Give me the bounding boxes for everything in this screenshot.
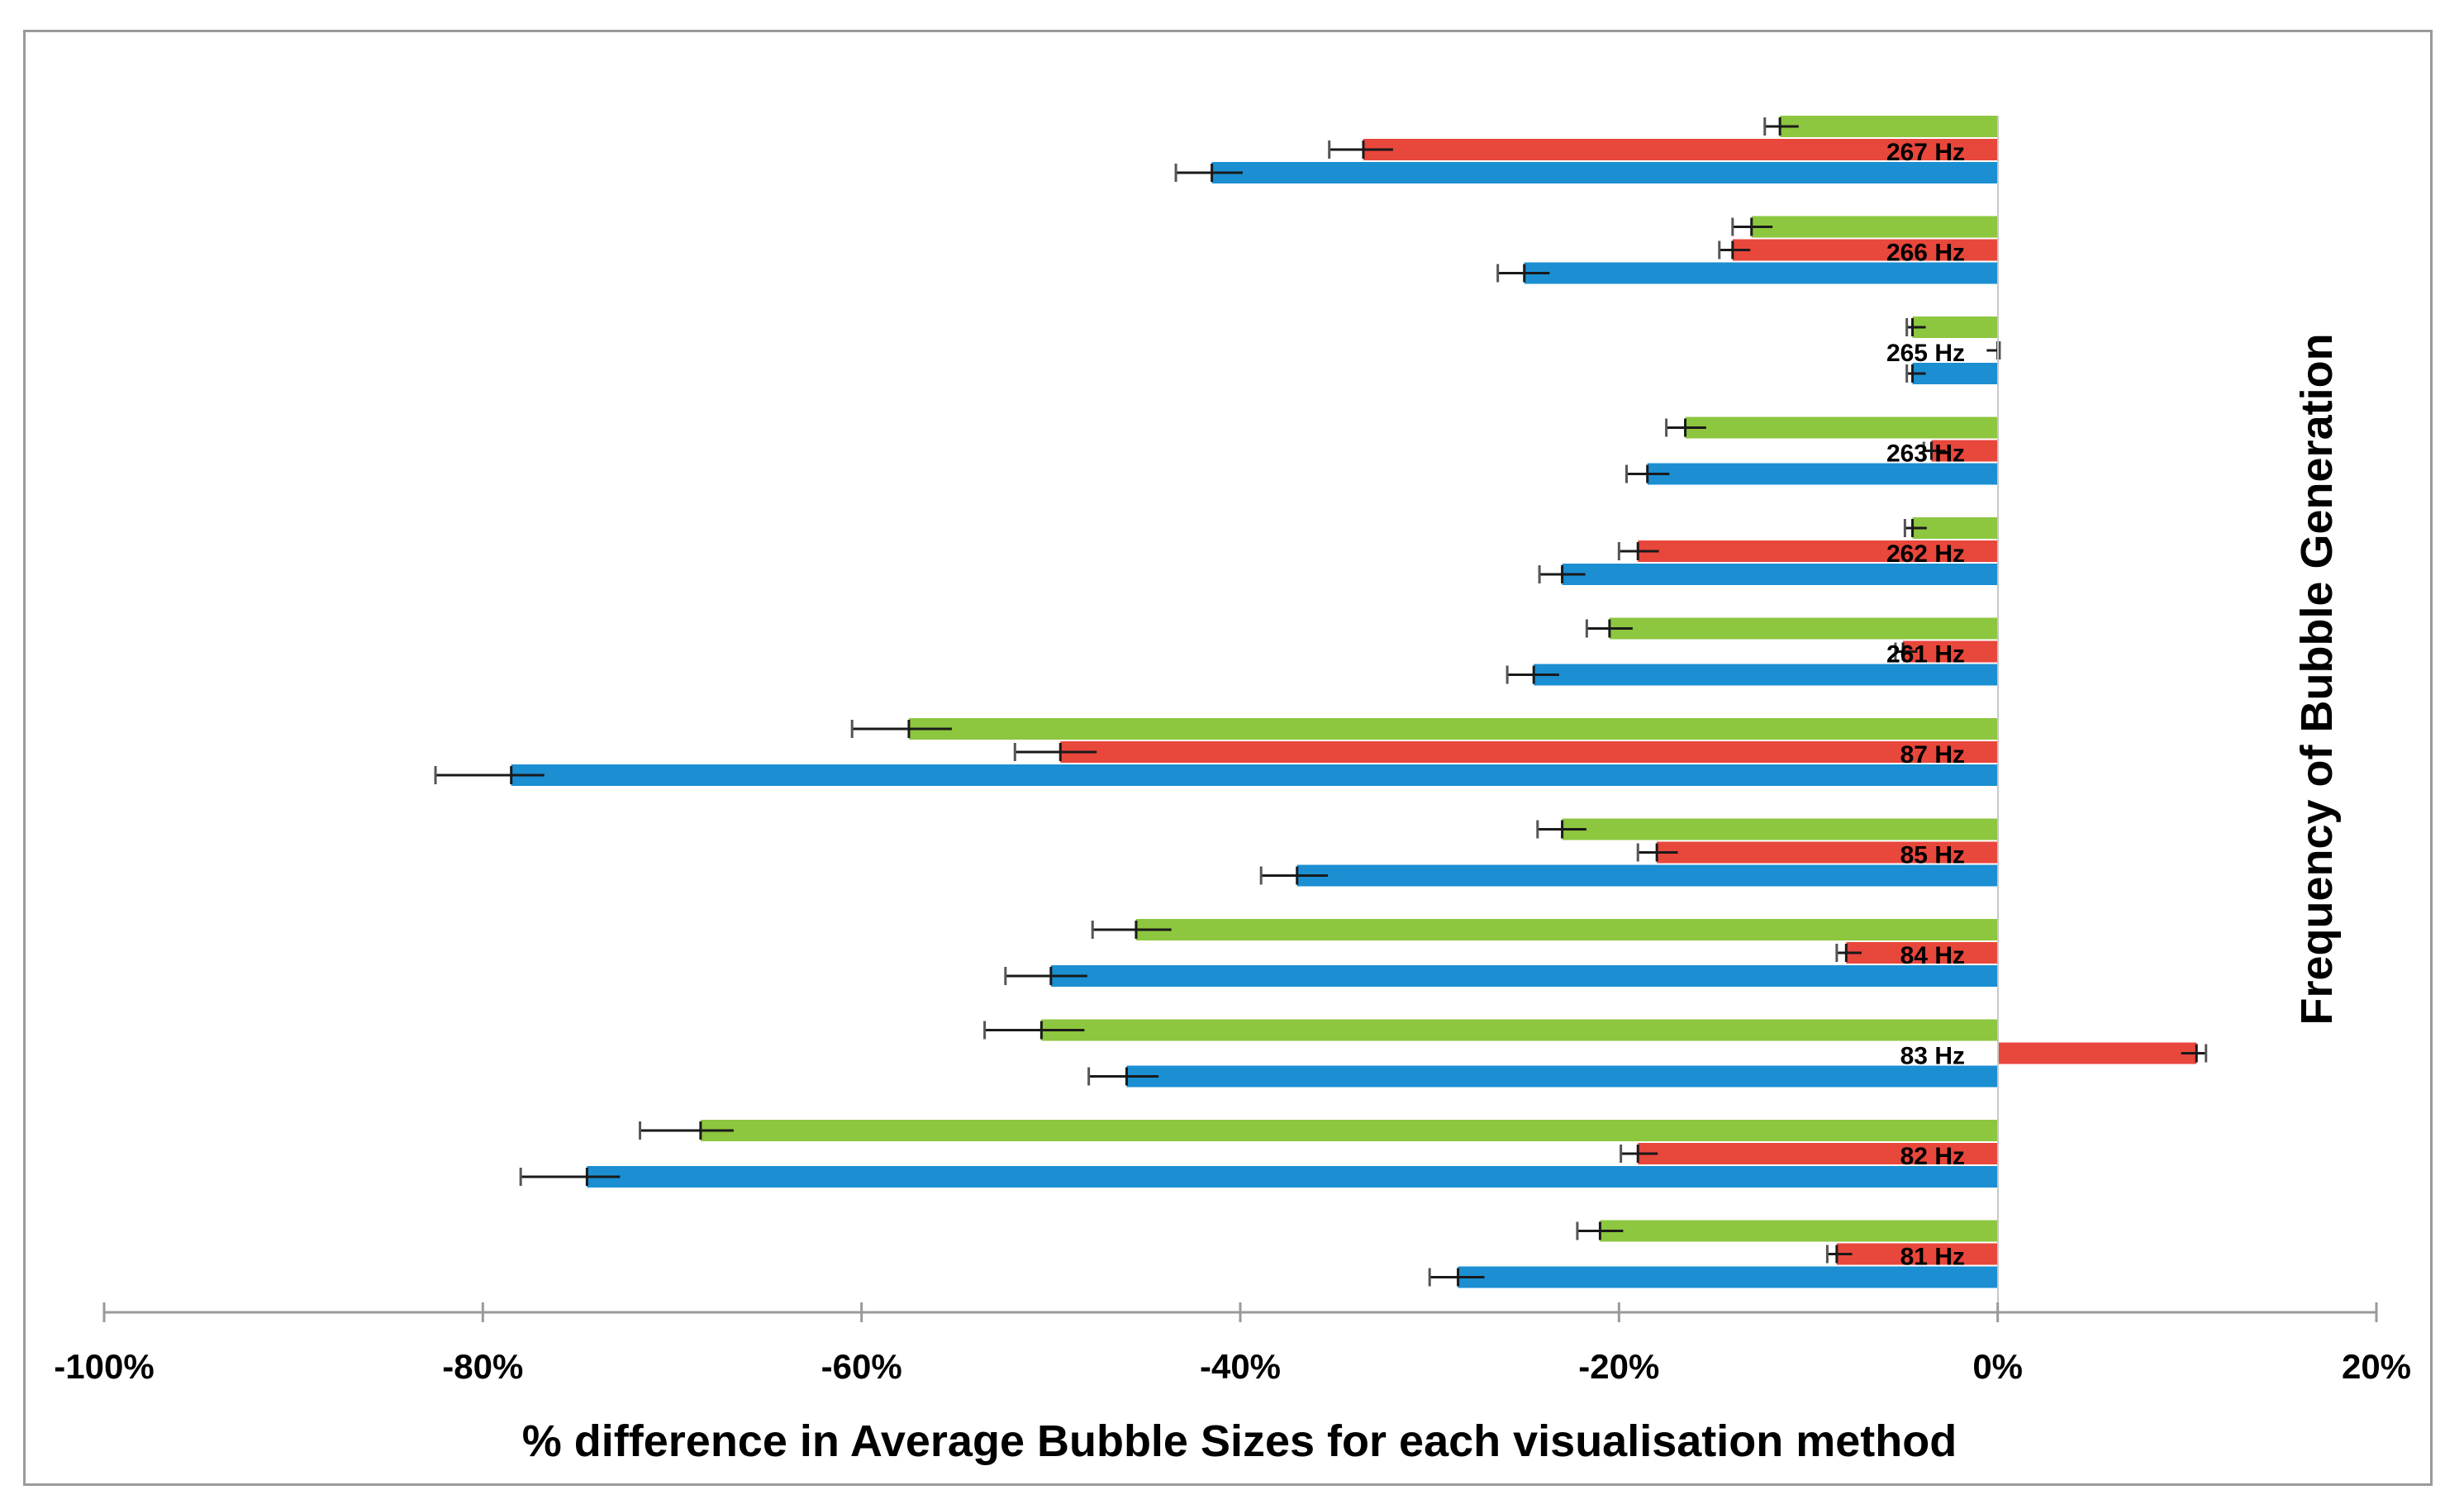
bar-red-81-hz <box>1836 1243 1998 1265</box>
x-tick-label-6: 20% <box>2342 1347 2411 1386</box>
errorbar-blue-261-hz <box>1506 665 1559 684</box>
errorbar-red-262-hz <box>1617 542 1659 560</box>
bar-red-267-hz <box>1363 139 1998 160</box>
category-label-81-hz: 81 Hz <box>1900 1244 1965 1271</box>
bar-green-81-hz <box>1600 1220 1998 1242</box>
errorbar-green-87-hz <box>850 720 952 738</box>
errorbar-red-82-hz <box>1620 1145 1658 1163</box>
x-tick-label-5: 0% <box>1972 1347 2023 1386</box>
errorbar-red-261-hz <box>1894 642 1918 661</box>
errorbar-blue-85-hz <box>1259 866 1329 885</box>
category-label-85-hz: 85 Hz <box>1900 842 1965 869</box>
errorbar-red-267-hz <box>1328 140 1393 159</box>
errorbar-red-83-hz <box>2181 1044 2208 1063</box>
errorbar-blue-83-hz <box>1087 1067 1159 1086</box>
errorbar-red-81-hz <box>1825 1245 1853 1264</box>
errorbar-green-266-hz <box>1731 217 1773 236</box>
bar-blue-82-hz <box>587 1166 1998 1188</box>
errorbar-green-261-hz <box>1585 619 1633 638</box>
bar-red-83-hz <box>1997 1042 2197 1064</box>
category-label-267-hz: 267 Hz <box>1886 139 1965 166</box>
errorbar-blue-265-hz <box>1905 364 1926 383</box>
bar-blue-267-hz <box>1211 162 1998 183</box>
category-label-87-hz: 87 Hz <box>1900 741 1965 769</box>
errorbar-red-85-hz <box>1636 843 1678 862</box>
errorbar-blue-267-hz <box>1174 164 1243 182</box>
errorbar-red-263-hz <box>1922 441 1946 460</box>
bars-layer <box>434 116 2208 1288</box>
errorbar-blue-81-hz <box>1428 1268 1485 1287</box>
x-axis-title: % difference in Average Bubble Sizes for… <box>522 1416 1957 1466</box>
bar-green-84-hz <box>1135 919 1998 940</box>
bar-blue-263-hz <box>1647 463 1998 485</box>
bar-blue-265-hz <box>1912 363 1998 384</box>
errorbar-blue-266-hz <box>1496 264 1550 283</box>
bar-green-83-hz <box>1041 1019 1998 1041</box>
category-labels: 267 Hz 266 Hz 265 Hz 263 Hz 262 Hz 261 Hz 87 H… <box>1886 139 1965 1271</box>
errorbar-green-262-hz <box>1903 519 1927 537</box>
errorbar-blue-84-hz <box>1004 967 1087 985</box>
category-label-262-hz: 262 Hz <box>1886 540 1965 568</box>
bar-blue-85-hz <box>1296 864 1998 887</box>
errorbar-blue-82-hz <box>519 1168 621 1186</box>
errorbar-green-265-hz <box>1905 318 1926 336</box>
errorbar-green-85-hz <box>1536 820 1586 839</box>
bar-red-84-hz <box>1846 942 1998 964</box>
errorbar-green-267-hz <box>1763 117 1799 136</box>
category-label-83-hz: 83 Hz <box>1900 1043 1965 1070</box>
x-tick-label-2: -60% <box>821 1347 902 1386</box>
errorbar-green-84-hz <box>1091 921 1172 939</box>
errorbar-green-83-hz <box>983 1021 1085 1040</box>
bar-red-87-hz <box>1060 741 1998 763</box>
errorbar-blue-87-hz <box>434 766 545 784</box>
bar-red-266-hz <box>1732 239 1998 261</box>
bar-green-87-hz <box>908 718 1998 740</box>
bar-green-263-hz <box>1685 417 1998 439</box>
errorbar-red-266-hz <box>1718 240 1751 259</box>
bar-blue-261-hz <box>1534 664 1998 686</box>
category-label-266-hz: 266 Hz <box>1886 240 1965 267</box>
bar-blue-84-hz <box>1050 965 1998 987</box>
errorbar-green-263-hz <box>1665 418 1706 437</box>
category-label-261-hz: 261 Hz <box>1886 641 1965 669</box>
category-label-82-hz: 82 Hz <box>1900 1143 1965 1170</box>
category-label-84-hz: 84 Hz <box>1900 942 1965 969</box>
bar-red-261-hz <box>1903 640 1998 663</box>
errorbar-red-87-hz <box>1013 743 1097 761</box>
errorbar-blue-262-hz <box>1538 565 1586 583</box>
x-tick-label-0: -100% <box>54 1347 154 1386</box>
category-label-265-hz: 265 Hz <box>1886 340 1965 367</box>
x-tick-label-1: -80% <box>442 1347 523 1386</box>
bar-green-261-hz <box>1609 617 1998 640</box>
bar-blue-87-hz <box>511 764 1998 786</box>
bar-red-85-hz <box>1657 841 1998 864</box>
errorbar-blue-263-hz <box>1625 464 1670 483</box>
bar-blue-262-hz <box>1562 564 1998 585</box>
errorbar-red-84-hz <box>1835 944 1862 962</box>
x-tick-label-4: -20% <box>1578 1347 1659 1386</box>
x-ticks: -100% -80% -60% -40% -20% 0% 20% <box>54 1302 2411 1386</box>
category-label-263-hz: 263 Hz <box>1886 440 1965 468</box>
bar-blue-81-hz <box>1458 1266 1998 1288</box>
bar-blue-266-hz <box>1524 262 1998 284</box>
bar-green-265-hz <box>1912 317 1998 338</box>
y-axis-title: Frequency of Bubble Generation <box>2292 333 2342 1025</box>
bar-red-82-hz <box>1638 1143 1998 1164</box>
bar-red-262-hz <box>1638 540 1998 562</box>
errorbar-green-81-hz <box>1576 1221 1624 1240</box>
errorbar-green-82-hz <box>639 1121 734 1140</box>
bar-green-266-hz <box>1751 216 1998 238</box>
x-tick-label-3: -40% <box>1200 1347 1281 1386</box>
bar-green-267-hz <box>1780 116 1998 137</box>
bar-green-85-hz <box>1562 818 1998 840</box>
bar-blue-83-hz <box>1126 1065 1998 1088</box>
bar-green-82-hz <box>700 1120 1998 1141</box>
